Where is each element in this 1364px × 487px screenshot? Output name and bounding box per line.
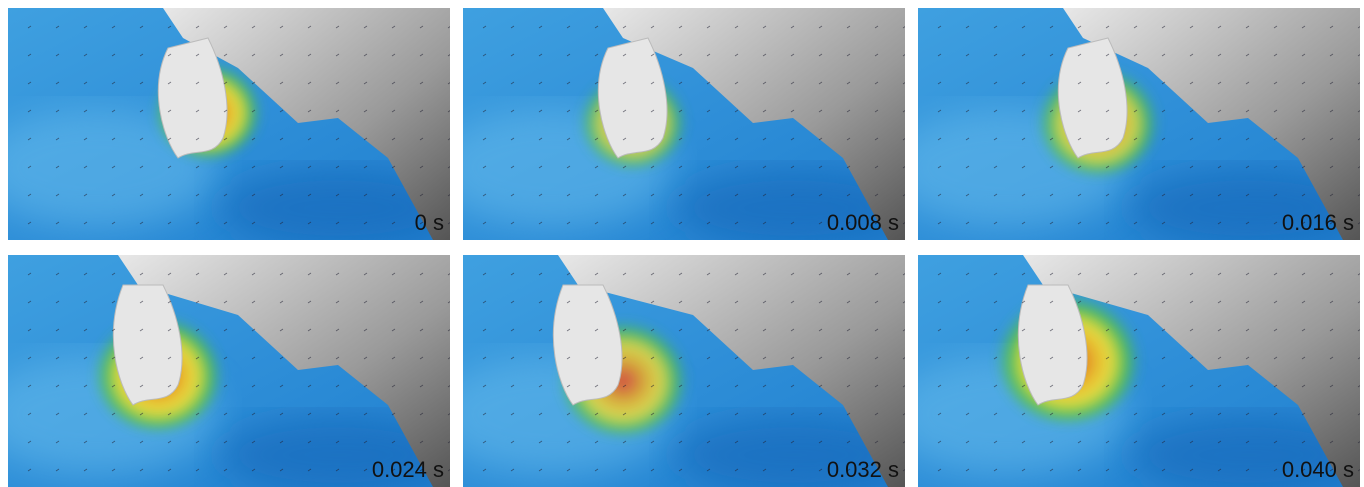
time-label: 0.016 s	[1282, 210, 1354, 235]
figure: 0 s 0.008 s 0.016 s 0.024 s 0.032 s 0.040 s	[0, 0, 1364, 487]
image-panel: 0.024 s	[0, 255, 458, 487]
time-label: 0.040 s	[1282, 457, 1354, 482]
panel-content	[433, 255, 913, 487]
image-panel: 0.008 s	[433, 8, 913, 248]
image-panel: 0.032 s	[433, 255, 913, 487]
image-panel: 0.016 s	[888, 8, 1364, 248]
panel-content	[0, 8, 458, 248]
time-label: 0 s	[415, 210, 444, 235]
time-label: 0.008 s	[827, 210, 899, 235]
image-panel: 0 s	[0, 8, 458, 248]
panel-content	[0, 255, 458, 487]
time-label: 0.024 s	[372, 457, 444, 482]
time-label: 0.032 s	[827, 457, 899, 482]
image-panel: 0.040 s	[888, 255, 1364, 487]
panel-content	[888, 255, 1364, 487]
